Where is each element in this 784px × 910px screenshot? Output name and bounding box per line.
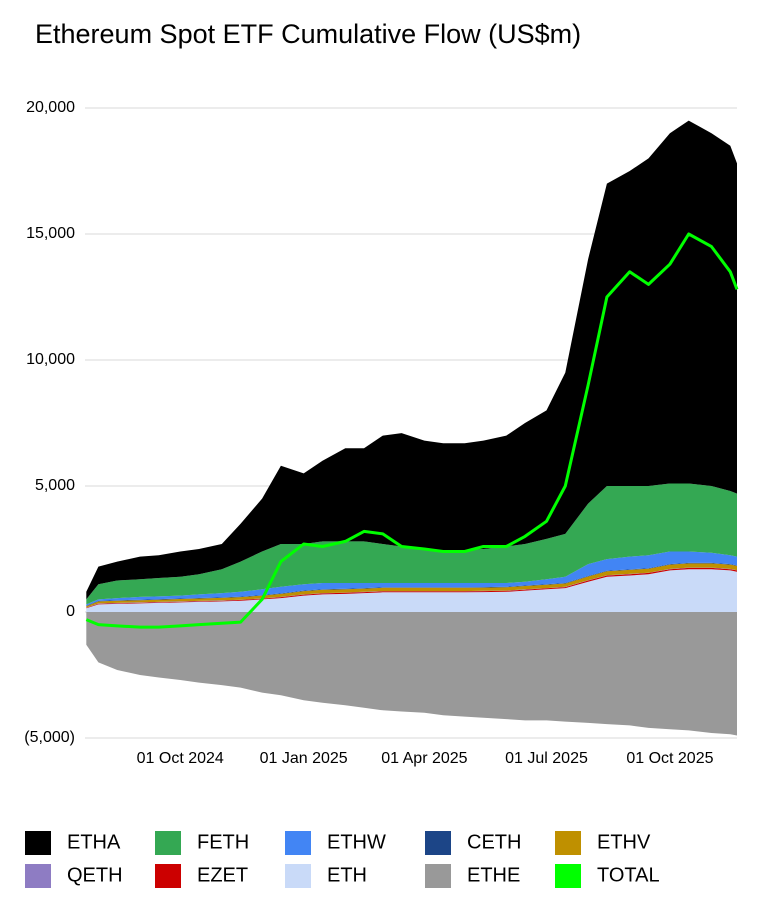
legend-label: FETH xyxy=(197,831,249,853)
x-tick-label: 01 Apr 2025 xyxy=(381,750,467,767)
legend-label: ETHE xyxy=(467,864,520,886)
x-tick-label: 01 Jul 2025 xyxy=(505,750,588,767)
legend-swatch xyxy=(285,864,311,888)
x-tick-label: 01 Jan 2025 xyxy=(260,750,348,767)
line xyxy=(85,232,739,629)
area xyxy=(86,551,738,606)
legend-label: CETH xyxy=(467,831,521,853)
y-tick-label: 10,000 xyxy=(26,351,75,368)
chart-title: Ethereum Spot ETF Cumulative Flow (US$m) xyxy=(35,19,581,49)
y-tick-label: 5,000 xyxy=(35,477,75,494)
legend-swatch xyxy=(155,864,181,888)
area xyxy=(86,569,738,612)
legend-swatch xyxy=(25,831,51,855)
y-tick-label: 0 xyxy=(66,603,75,620)
y-tick-label: (5,000) xyxy=(24,729,75,746)
y-tick-label: 15,000 xyxy=(26,225,75,242)
legend-label: ETH xyxy=(327,864,367,886)
legend-label: ETHW xyxy=(327,831,386,853)
legend-swatch xyxy=(555,864,581,888)
legend-label: QETH xyxy=(67,864,123,886)
legend-label: ETHA xyxy=(67,831,121,853)
x-tick-label: 01 Oct 2024 xyxy=(137,750,224,767)
legend-swatch xyxy=(25,864,51,888)
area xyxy=(86,120,738,600)
legend-label: ETHV xyxy=(597,831,651,853)
x-tick-label: 01 Oct 2025 xyxy=(626,750,713,767)
legend-label: EZET xyxy=(197,864,248,886)
legend-swatch xyxy=(555,831,581,855)
legend-swatch xyxy=(285,831,311,855)
y-tick-label: 20,000 xyxy=(26,99,75,116)
area xyxy=(86,483,738,605)
legend-swatch xyxy=(425,831,451,855)
legend-label: TOTAL xyxy=(597,864,660,886)
area xyxy=(86,563,738,608)
legend-swatch xyxy=(155,831,181,855)
area xyxy=(86,612,738,736)
legend-swatch xyxy=(425,864,451,888)
